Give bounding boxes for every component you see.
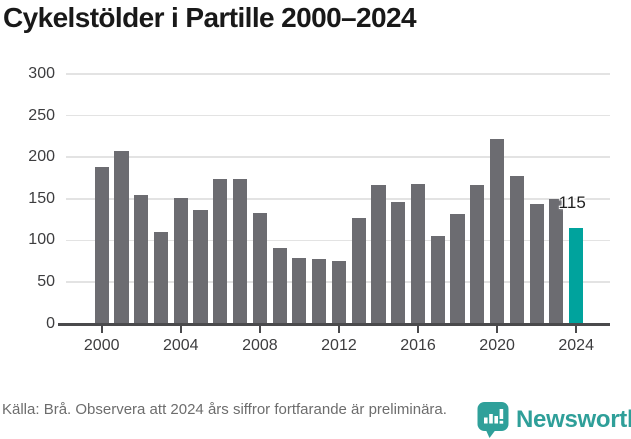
y-axis-label-100: 100 — [28, 231, 55, 249]
bar-2024 — [569, 227, 584, 324]
bar-2016 — [410, 183, 426, 324]
y-axis-label-250: 250 — [28, 106, 55, 124]
bar-2012 — [331, 261, 347, 324]
bar-2010 — [292, 257, 307, 324]
x-tick-2024 — [575, 325, 578, 333]
gridline-250 — [66, 114, 610, 117]
gridline-200 — [66, 156, 610, 158]
bar-2007 — [232, 178, 248, 324]
x-tick-2020 — [496, 325, 499, 333]
x-tick-2000 — [100, 325, 103, 333]
bar-2022 — [529, 203, 544, 324]
x-axis-label-2008: 2008 — [242, 336, 278, 354]
bar-2019 — [470, 185, 485, 324]
bar-2017 — [430, 236, 445, 324]
x-axis-label-2016: 2016 — [400, 336, 436, 354]
bar-2006 — [213, 178, 228, 324]
newsworthy-chart-bubble-icon — [477, 401, 509, 438]
bar-2001 — [114, 150, 129, 324]
bar-2018 — [450, 213, 465, 324]
gridline-300 — [66, 73, 610, 75]
bar-2004 — [173, 197, 188, 324]
y-axis-label-0: 0 — [46, 314, 55, 332]
x-tick-2004 — [179, 325, 182, 333]
x-axis-label-2012: 2012 — [321, 336, 357, 354]
y-axis-label-150: 150 — [28, 189, 55, 207]
x-tick-2012 — [337, 325, 340, 333]
bar-2023 — [549, 198, 564, 324]
bar-2013 — [351, 217, 366, 324]
gridline-100 — [66, 239, 610, 242]
x-axis-line — [66, 323, 610, 326]
bar-2021 — [509, 176, 524, 324]
x-axis-label-2004: 2004 — [162, 336, 199, 354]
y-axis-zero-tick — [58, 323, 66, 326]
bar-2011 — [312, 259, 327, 324]
bar-chart: 0 50 100 150 200 250 300 2000 2004 2008 2012 2016 20… — [0, 60, 631, 360]
y-axis-label-300: 300 — [28, 65, 55, 82]
bar-2008 — [252, 212, 267, 324]
y-axis-label-200: 200 — [28, 148, 55, 166]
bar-2015 — [391, 202, 406, 324]
value-label-2024: 115 — [558, 193, 586, 213]
gridline-150 — [66, 198, 610, 200]
source-note: Källa: Brå. Observera att 2024 års siffr… — [2, 401, 447, 418]
x-axis-label-2020: 2020 — [479, 336, 515, 354]
newsworthy-wordmark: Newsworthy — [516, 405, 631, 433]
x-axis-label-2024: 2024 — [558, 336, 594, 354]
y-axis-label-50: 50 — [37, 272, 55, 290]
chart-title: Cykelstölder i Partille 2000–2024 — [3, 2, 417, 33]
x-axis-label-2000: 2000 — [83, 336, 120, 354]
x-tick-2016 — [417, 325, 420, 333]
newsworthy-logo[interactable]: Newsworthy — [477, 401, 631, 438]
bar-2020 — [490, 138, 505, 324]
bar-2009 — [272, 247, 287, 324]
bar-2003 — [153, 232, 169, 324]
bar-2002 — [134, 195, 149, 324]
bar-2014 — [371, 184, 386, 324]
x-tick-2008 — [258, 325, 261, 333]
bar-2005 — [193, 209, 208, 324]
bar-2000 — [94, 167, 109, 324]
